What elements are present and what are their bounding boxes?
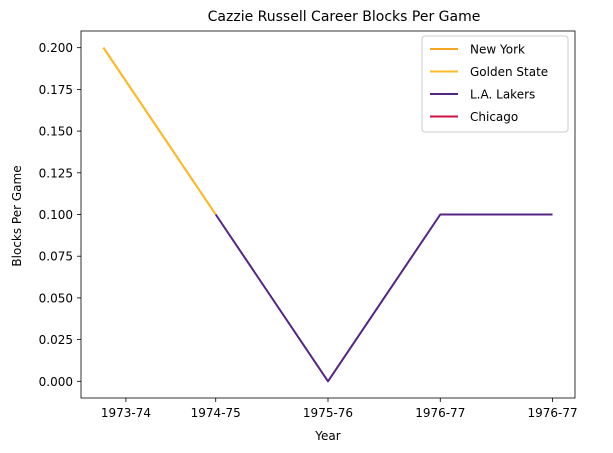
- series-line-2: [216, 215, 553, 382]
- legend-label: New York: [470, 43, 525, 57]
- x-tick-label: 1975-76: [303, 406, 353, 420]
- x-tick-label: 1974-75: [191, 406, 241, 420]
- y-axis: 0.000 0.025 0.050 0.075 0.100 0.125 0.150 0.175…: [39, 41, 81, 389]
- chart-title: Cazzie Russell Career Blocks Per Game: [208, 9, 481, 25]
- legend-label: Golden State: [470, 65, 548, 79]
- y-tick-label: 0.200: [39, 41, 73, 55]
- x-tick-label: 1976-77: [527, 406, 577, 420]
- y-axis-label: Blocks Per Game: [10, 165, 24, 266]
- y-tick-label: 0.100: [39, 208, 73, 222]
- y-tick-label: 0.125: [39, 166, 73, 180]
- y-tick-label: 0.000: [39, 375, 73, 389]
- legend: New York Golden State L.A. Lakers Chicago: [422, 36, 568, 132]
- x-axis: 1973-741974-751975-761976-771976-771977-…: [101, 398, 613, 420]
- y-tick-label: 0.075: [39, 250, 73, 264]
- x-tick-label: 1973-74: [101, 406, 151, 420]
- x-tick-label: 1976-77: [415, 406, 465, 420]
- y-tick-label: 0.150: [39, 125, 73, 139]
- y-tick-label: 0.025: [39, 333, 73, 347]
- y-tick-label: 0.050: [39, 291, 73, 305]
- y-tick-label: 0.175: [39, 83, 73, 97]
- series-line-1: [103, 48, 215, 215]
- x-axis-label: Year: [314, 429, 340, 443]
- legend-label: Chicago: [470, 110, 518, 124]
- legend-label: L.A. Lakers: [470, 88, 535, 102]
